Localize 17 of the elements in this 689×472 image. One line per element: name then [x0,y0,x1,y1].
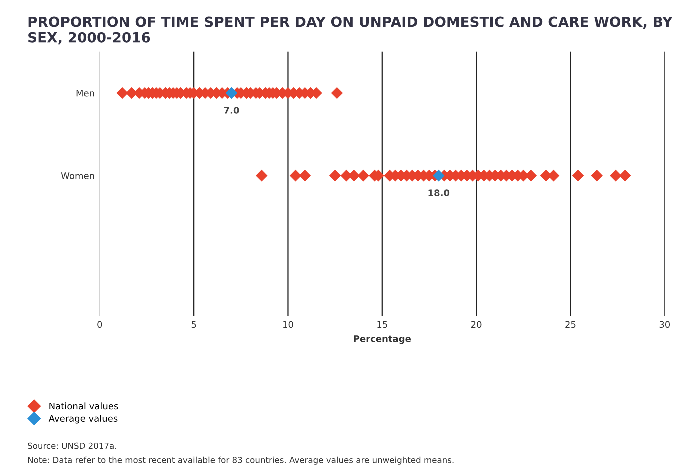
x-tick-label: 5 [192,321,196,328]
x-axis-title: Percentage [354,336,411,344]
x-tick-label: 25 [566,321,576,328]
chart-title: PROPORTION OF TIME SPENT PER DAY ON UNPAID DOMESTIC AND CARE WORK, BY SEX, 2000-2016 [28,16,673,45]
x-tick-label: 20 [471,321,482,328]
source-note: Source: UNSD 2017a. [28,442,116,450]
x-tick-label: 0 [98,321,102,328]
data-label: 7.0 [224,107,240,114]
text: Note: Data refer to the most recent available for 83 countries. Average values are unweighted means. [28,456,454,465]
x-tick-label: 10 [283,321,294,328]
legend-label: National values [50,402,118,410]
x-tick-label: 15 [378,321,388,328]
y-tick-label: Women [61,172,94,180]
data-label: 18.0 [428,190,450,196]
x-tick-label: 30 [660,321,670,328]
y-tick-label: Men [76,90,94,97]
legend-label: Average values [48,415,118,424]
